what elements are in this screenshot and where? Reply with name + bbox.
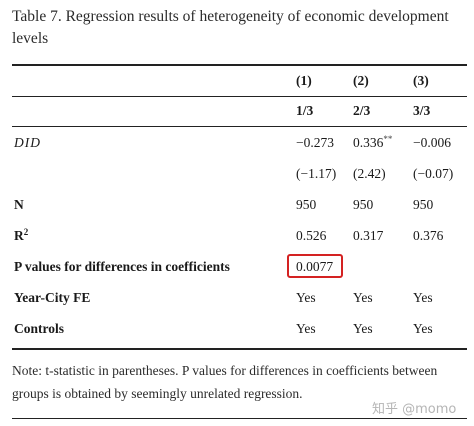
controls-value-3: Yes — [413, 321, 433, 336]
column-2-number: (2) — [353, 73, 369, 88]
fe-value-1: Yes — [296, 290, 316, 305]
n-value-2: 950 — [353, 197, 374, 212]
controls-value-1: Yes — [296, 321, 316, 336]
n-value-1: 950 — [296, 197, 317, 212]
column-1-group: 1/3 — [296, 103, 314, 118]
row-label-did: DID — [14, 135, 41, 150]
top-rule — [12, 64, 467, 66]
row-label-fe: Year-City FE — [14, 290, 91, 305]
watermark: 知乎 @momo — [372, 402, 457, 417]
row-label-controls: Controls — [14, 321, 65, 336]
column-2-group: 2/3 — [353, 103, 371, 118]
did-coef-3: −0.006 — [413, 135, 451, 150]
r2-value-1: 0.526 — [296, 228, 327, 243]
did-tstat-1: (−1.17) — [296, 166, 337, 181]
fe-value-2: Yes — [353, 290, 373, 305]
n-value-3: 950 — [413, 197, 434, 212]
controls-value-2: Yes — [353, 321, 373, 336]
did-tstat-3: (−0.07) — [413, 166, 454, 181]
table-note: Note: t-statistic in parentheses. P valu… — [12, 363, 438, 401]
r2-value-3: 0.376 — [413, 228, 444, 243]
header-divider — [12, 96, 467, 97]
pvalue-highlight-box — [287, 254, 343, 278]
did-tstat-2: (2.42) — [353, 166, 386, 181]
note-rule — [12, 418, 467, 419]
column-3-group: 3/3 — [413, 103, 431, 118]
table-caption: Table 7. Regression results of heterogen… — [12, 8, 449, 47]
column-3-number: (3) — [413, 73, 429, 88]
row-label-r2: R2 — [14, 227, 29, 244]
pvalue-value: 0.0077 — [296, 259, 334, 274]
bottom-rule — [12, 348, 467, 350]
did-coef-2: 0.336** — [353, 134, 393, 151]
fe-value-3: Yes — [413, 290, 433, 305]
row-label-n: N — [14, 197, 24, 212]
column-1-number: (1) — [296, 73, 312, 88]
row-label-pvalue: P values for differences in coefficients — [14, 259, 230, 274]
r2-value-2: 0.317 — [353, 228, 384, 243]
header-bottom-rule — [12, 126, 467, 127]
did-coef-1: −0.273 — [296, 135, 334, 150]
